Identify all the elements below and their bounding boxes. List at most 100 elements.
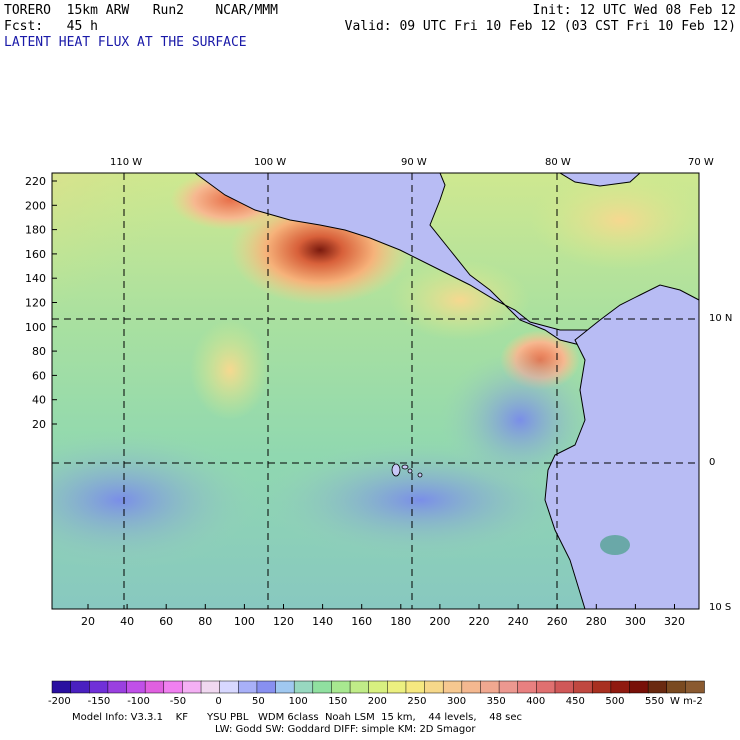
colorbar-label: 350: [486, 696, 506, 707]
colorbar-label: 50: [252, 696, 265, 707]
colorbar-swatch: [349, 680, 370, 694]
colorbar-swatch: [647, 680, 668, 694]
colorbar-swatch: [51, 680, 72, 694]
colorbar-swatch: [387, 680, 407, 694]
colorbar-label: 500: [605, 696, 625, 707]
colorbar-swatch: [517, 680, 538, 694]
colorbar-label: 200: [367, 696, 387, 707]
bottom-tick-label: 80: [198, 615, 212, 628]
left-tick-label: 80: [32, 345, 46, 358]
bottom-tick-label: 240: [508, 615, 529, 628]
lon-label-80w: 80 W: [545, 157, 571, 168]
colorbar-label: -50: [169, 696, 187, 707]
colorbar-label: 0: [215, 696, 222, 707]
bottom-tick-label: 200: [429, 615, 450, 628]
forecast-hour-label: Fcst: 45 h: [4, 19, 98, 34]
colorbar-swatch: [238, 680, 258, 694]
bottom-tick-label: 300: [625, 615, 646, 628]
graticule: [52, 173, 699, 609]
lat-label-10n: 10 N: [709, 313, 733, 324]
colorbar-label: 100: [288, 696, 308, 707]
colorbar-swatch: [219, 680, 240, 694]
colorbar-swatch: [554, 680, 575, 694]
init-time-label: Init: 12 UTC Wed 08 Feb 12: [532, 3, 737, 18]
bottom-tick-label: 100: [234, 615, 255, 628]
left-axis-ticks: 220 200 180 160 140 120 100 80 60 40 20: [25, 175, 57, 431]
plot-frame: [51, 172, 700, 610]
colorbar-swatch: [629, 680, 649, 694]
left-tick-label: 200: [25, 199, 46, 212]
bottom-tick-label: 260: [547, 615, 568, 628]
colorbar-swatch: [293, 680, 314, 694]
flux-field: [52, 173, 699, 609]
left-tick-label: 20: [32, 418, 46, 431]
valid-time-label: Valid: 09 UTC Fri 10 Feb 12 (03 CST Fri …: [344, 19, 736, 34]
bottom-tick-label: 160: [351, 615, 372, 628]
central-america-land: [194, 173, 601, 357]
model-run-label: TORERO 15km ARW Run2 NCAR/MMM: [4, 3, 278, 18]
lon-label-90w: 90 W: [401, 157, 427, 168]
colorbar-label: -150: [87, 696, 111, 707]
colorbar-swatch: [498, 680, 519, 694]
lon-label-110w: 110 W: [110, 157, 143, 168]
colorbar-swatch: [275, 680, 295, 694]
galapagos-islands: [391, 463, 423, 478]
colorbar-label: -100: [127, 696, 150, 707]
model-info-line: Model Info: V3.3.1 KF YSU PBL WDM 6class…: [72, 712, 522, 723]
colorbar: [51, 680, 705, 694]
left-tick-label: 180: [25, 224, 46, 237]
left-tick-label: 60: [32, 369, 46, 382]
colorbar-swatch: [144, 680, 165, 694]
colorbar-swatch: [182, 680, 202, 694]
colorbar-swatch: [610, 680, 631, 694]
lon-label-100w: 100 W: [254, 157, 287, 168]
colorbar-label: 400: [526, 696, 546, 707]
colorbar-swatch: [442, 680, 463, 694]
colorbar-swatch: [461, 680, 482, 694]
colorbar-swatch: [591, 680, 612, 694]
colorbar-swatch: [70, 680, 91, 694]
bottom-tick-label: 140: [312, 615, 333, 628]
colorbar-swatch: [573, 680, 593, 694]
bottom-tick-label: 220: [469, 615, 490, 628]
colorbar-swatch: [666, 680, 687, 694]
colorbar-swatch: [256, 680, 277, 694]
colorbar-swatch: [405, 680, 426, 694]
colorbar-swatch: [126, 680, 146, 694]
colorbar-swatch: [685, 680, 705, 694]
bottom-tick-label: 60: [159, 615, 173, 628]
colorbar-swatch: [107, 680, 128, 694]
left-tick-label: 120: [25, 297, 46, 310]
colorbar-swatch: [368, 680, 389, 694]
colorbar-label: 250: [407, 696, 427, 707]
colorbar-swatch: [89, 680, 109, 694]
colorbar-unit: W m-2: [670, 696, 703, 707]
left-tick-label: 160: [25, 248, 46, 261]
physics-info-line: LW: Godd SW: Goddard DIFF: simple KM: 2D…: [215, 724, 476, 735]
left-tick-label: 40: [32, 394, 46, 407]
lat-label-0: 0: [709, 457, 716, 468]
left-tick-label: 100: [25, 321, 46, 334]
colorbar-label: 450: [565, 696, 585, 707]
colorbar-swatch: [163, 680, 184, 694]
lat-label-10s: 10 S: [709, 602, 732, 613]
colorbar-label: 300: [447, 696, 467, 707]
cuba-land: [559, 173, 641, 187]
colorbar-swatch: [200, 680, 221, 694]
colorbar-swatch: [536, 680, 556, 694]
bottom-tick-label: 40: [120, 615, 134, 628]
colorbar-swatch: [480, 680, 500, 694]
colorbar-label: -200: [48, 696, 71, 707]
colorbar-label: 150: [328, 696, 348, 707]
bottom-tick-label: 20: [81, 615, 95, 628]
lake-shape: [600, 535, 630, 555]
colorbar-swatch: [331, 680, 351, 694]
bottom-axis-ticks: 20 40 60 80 100 120 140 160 180 200 220 240 260 280 30…: [81, 604, 685, 628]
bottom-tick-label: 320: [664, 615, 685, 628]
left-tick-label: 220: [25, 175, 46, 188]
field-title: LATENT HEAT FLUX AT THE SURFACE: [4, 35, 247, 50]
bottom-tick-label: 180: [390, 615, 411, 628]
colorbar-swatch: [312, 680, 333, 694]
left-tick-label: 140: [25, 272, 46, 285]
